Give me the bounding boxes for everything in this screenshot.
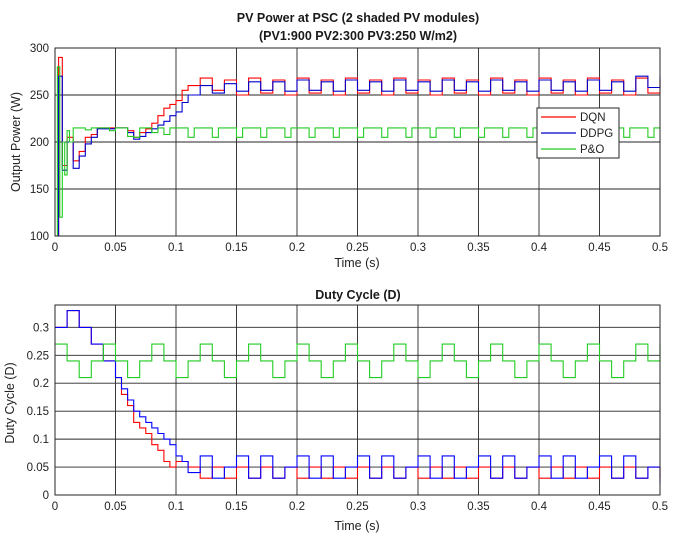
duty-chart-axes-box bbox=[54, 304, 661, 496]
legend-label-po: P&O bbox=[580, 144, 604, 156]
x-tick-label: 0.2 bbox=[289, 501, 305, 513]
x-tick-label: 0.45 bbox=[588, 242, 610, 254]
power-chart-y-ticks: 100 150 200 250 300 bbox=[30, 43, 49, 243]
x-tick-label: 0.05 bbox=[104, 501, 126, 513]
power-chart: PV Power at PSC (2 shaded PV modules) (P… bbox=[9, 11, 668, 270]
power-chart-x-ticks: 0 0.05 0.1 0.15 0.2 0.25 0.3 0.35 0.4 0.45 0.5 bbox=[52, 242, 668, 254]
y-tick-label: 100 bbox=[30, 231, 49, 243]
x-tick-label: 0.2 bbox=[289, 242, 305, 254]
x-tick-label: 0.5 bbox=[652, 242, 668, 254]
x-tick-label: 0.3 bbox=[410, 242, 426, 254]
duty-chart-title: Duty Cycle (D) bbox=[315, 288, 400, 302]
power-chart-subtitle: (PV1:900 PV2:300 PV3:250 W/m2) bbox=[259, 29, 457, 43]
power-chart-axes-box bbox=[54, 47, 661, 237]
y-tick-label: 0.3 bbox=[33, 322, 49, 334]
duty-chart-x-ticks: 0 0.05 0.1 0.15 0.2 0.25 0.3 0.35 0.4 0.45 0.5 bbox=[52, 501, 668, 513]
legend: DQN DDPG P&O bbox=[536, 107, 620, 159]
x-tick-label: 0.4 bbox=[531, 501, 548, 513]
x-tick-label: 0.25 bbox=[346, 501, 368, 513]
series-line-ddpg bbox=[55, 310, 661, 484]
duty-chart-y-ticks: 0 0.05 0.1 0.15 0.2 0.25 0.3 bbox=[27, 322, 49, 502]
series-line-p-o bbox=[55, 343, 661, 379]
x-tick-label: 0.3 bbox=[410, 501, 426, 513]
legend-label-dqn: DQN bbox=[580, 112, 606, 124]
duty-chart-x-label: Time (s) bbox=[334, 519, 379, 533]
y-tick-label: 250 bbox=[30, 90, 49, 102]
power-chart-x-label: Time (s) bbox=[334, 256, 379, 270]
power-chart-y-label: Output Power (W) bbox=[9, 92, 23, 192]
x-tick-label: 0.35 bbox=[467, 501, 489, 513]
x-tick-label: 0.05 bbox=[104, 242, 126, 254]
power-chart-title: PV Power at PSC (2 shaded PV modules) bbox=[237, 11, 479, 25]
y-tick-label: 150 bbox=[30, 184, 49, 196]
x-tick-label: 0.5 bbox=[652, 501, 668, 513]
y-tick-label: 0.25 bbox=[27, 350, 49, 362]
y-tick-label: 300 bbox=[30, 43, 49, 55]
y-tick-label: 0 bbox=[43, 490, 49, 502]
legend-label-ddpg: DDPG bbox=[580, 128, 613, 140]
x-tick-label: 0.1 bbox=[168, 501, 184, 513]
y-tick-label: 0.2 bbox=[33, 378, 49, 390]
x-tick-label: 0.15 bbox=[225, 501, 247, 513]
duty-cycle-chart: Duty Cycle (D) 0 0.05 0.1 0.15 0.2 0.25 0.3 0.3… bbox=[3, 288, 668, 533]
y-tick-label: 200 bbox=[30, 137, 49, 149]
duty-chart-y-label: Duty Cycle (D) bbox=[3, 362, 17, 443]
x-tick-label: 0.15 bbox=[225, 242, 247, 254]
x-tick-label: 0 bbox=[52, 242, 58, 254]
y-tick-label: 0.15 bbox=[27, 406, 49, 418]
x-tick-label: 0.45 bbox=[588, 501, 610, 513]
x-tick-label: 0 bbox=[52, 501, 58, 513]
x-tick-label: 0.25 bbox=[346, 242, 368, 254]
x-tick-label: 0.4 bbox=[531, 242, 548, 254]
y-tick-label: 0.05 bbox=[27, 462, 49, 474]
y-tick-label: 0.1 bbox=[33, 434, 49, 446]
duty-chart-series bbox=[55, 310, 661, 484]
x-tick-label: 0.35 bbox=[467, 242, 489, 254]
x-tick-label: 0.1 bbox=[168, 242, 184, 254]
